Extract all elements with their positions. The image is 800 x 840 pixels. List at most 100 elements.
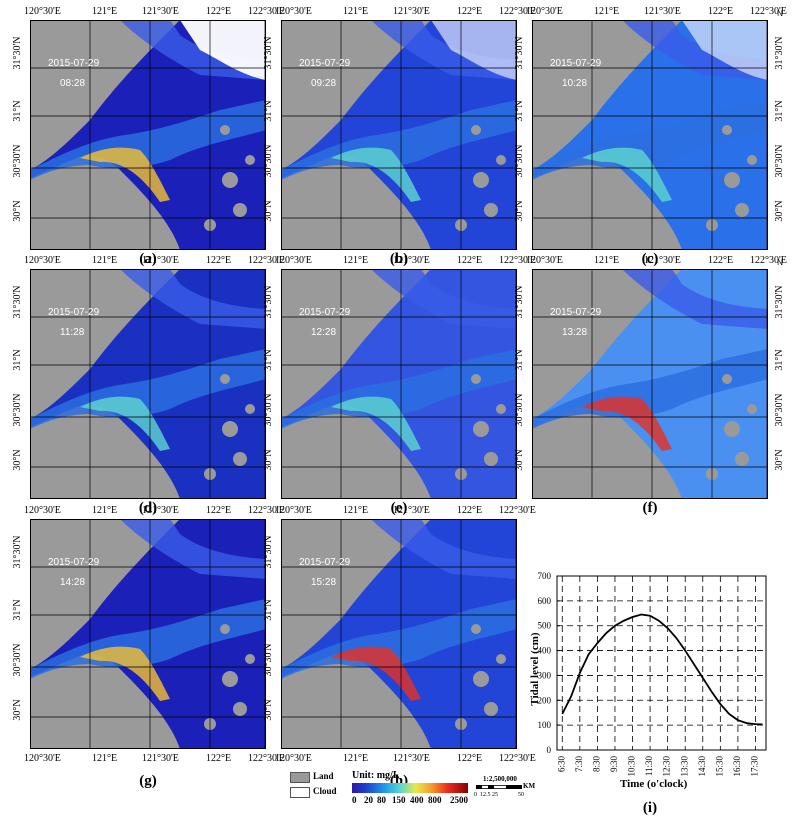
map-panel: 2015-07-29 13:28	[532, 269, 768, 499]
y-tick-label: 700	[538, 571, 552, 581]
panel-time: 08:28	[60, 78, 86, 89]
lon-label: 122°30'E	[750, 255, 787, 266]
panel-time: 15:28	[311, 577, 337, 588]
scale-unit: KM	[523, 782, 536, 790]
lon-label: 122°30'E	[248, 255, 285, 266]
y-tick-label: 300	[538, 670, 552, 680]
x-tick-label: 10:30	[627, 756, 637, 777]
colorbar-title: Unit: mg/L	[352, 770, 400, 781]
lon-label-bottom: 121°E	[92, 753, 118, 764]
x-tick-label: 9:30	[609, 756, 619, 773]
panel-date: 2015-07-29	[48, 307, 100, 318]
scale-bar	[476, 785, 522, 789]
y-tick-label: 400	[538, 646, 552, 656]
lon-label-bottom: 122°30'E	[499, 753, 536, 764]
lon-label: 122°30'E	[499, 505, 536, 516]
lon-label: 121°30'E	[393, 6, 430, 17]
panel-date: 2015-07-29	[550, 58, 602, 69]
colorbar	[352, 783, 468, 793]
map-image	[532, 20, 768, 250]
panel-time: 10:28	[562, 78, 588, 89]
y-tick-label: 100	[538, 720, 552, 730]
panel-label: (e)	[390, 500, 408, 516]
lon-label-bottom: 122°30'E	[248, 753, 285, 764]
y-tick-label: 0	[547, 745, 552, 755]
x-tick-label: 11:30	[644, 756, 654, 777]
map-panel: 2015-07-29 08:28	[30, 20, 266, 250]
panel-label: (b)	[389, 251, 409, 267]
panel-time: 11:28	[60, 327, 85, 338]
tide-xlabel: Time (o'clock)	[620, 778, 688, 790]
panel-label: (a)	[139, 251, 157, 267]
x-tick-label: 17:30	[750, 756, 760, 777]
map-image	[281, 269, 517, 499]
y-tick-label: 500	[538, 621, 552, 631]
lon-label: 122°E	[457, 6, 483, 17]
map-panel: 2015-07-29 10:28	[532, 20, 768, 250]
scale-ratio: 1:2,500,000	[483, 775, 517, 783]
lon-label: 121°30'E	[393, 255, 430, 266]
tide-line	[561, 613, 763, 726]
x-tick-label: 16:30	[732, 756, 742, 777]
scale-tick: 25	[492, 792, 498, 798]
lon-label: 121°E	[92, 6, 118, 17]
panel-label: (c)	[641, 251, 659, 267]
lon-label: 121°30'E	[142, 255, 179, 266]
map-image	[281, 20, 517, 250]
x-tick-label: 13:30	[679, 756, 689, 777]
lon-label: 122°30'E	[499, 6, 536, 17]
lon-label: 122°E	[206, 6, 232, 17]
lon-label: 122°E	[708, 6, 734, 17]
lon-label: 121°30'E	[142, 6, 179, 17]
map-panel: 2015-07-29 09:28	[281, 20, 517, 250]
lon-label: 120°30'E	[275, 255, 312, 266]
panel-time: 09:28	[311, 78, 337, 89]
x-tick-label: 12:30	[662, 756, 672, 777]
lon-label: 122°30'E	[248, 505, 285, 516]
scale-tick: 12.5	[480, 792, 491, 798]
panel-time: 12:28	[311, 327, 337, 338]
scale-tick: 50	[518, 792, 524, 798]
panel-date: 2015-07-29	[299, 557, 351, 568]
lon-label: 121°E	[594, 255, 620, 266]
cloud-swatch	[290, 787, 310, 798]
panel-date: 2015-07-29	[299, 58, 351, 69]
panel-date: 2015-07-29	[299, 307, 351, 318]
lon-label: 120°30'E	[24, 6, 61, 17]
lon-label-bottom: 121°30'E	[142, 753, 179, 764]
lon-label: 120°30'E	[24, 255, 61, 266]
lon-label: 122°E	[206, 255, 232, 266]
panel-label-i: (i)	[642, 800, 658, 816]
land-swatch	[290, 772, 310, 783]
lon-label-bottom: 120°30'E	[275, 753, 312, 764]
lon-label: 121°E	[92, 505, 118, 516]
lon-label: 121°E	[343, 505, 369, 516]
lon-label: 122°E	[206, 505, 232, 516]
lon-label: 120°30'E	[275, 6, 312, 17]
map-panel: 2015-07-29 12:28	[281, 269, 517, 499]
lon-label: 122°E	[457, 505, 483, 516]
lon-label: 121°30'E	[142, 505, 179, 516]
map-image	[281, 519, 517, 749]
lon-label-bottom: 122°E	[457, 753, 483, 764]
lon-label: 120°30'E	[24, 505, 61, 516]
map-image	[30, 20, 266, 250]
map-panel: 2015-07-29 11:28	[30, 269, 266, 499]
lon-label: 120°30'E	[275, 505, 312, 516]
lon-label: 122°E	[457, 255, 483, 266]
lon-label: 122°30'E	[248, 6, 285, 17]
colorbar-tick: 0	[352, 795, 357, 805]
colorbar-tick: 20	[364, 795, 373, 805]
panel-label: (g)	[139, 773, 157, 789]
colorbar-tick: 2500	[450, 795, 468, 805]
lon-label: 122°30'E	[499, 255, 536, 266]
lon-label: 120°30'E	[526, 255, 563, 266]
panel-time: 14:28	[60, 577, 86, 588]
lon-label: 122°E	[708, 255, 734, 266]
x-tick-label: 7:30	[574, 756, 584, 773]
lon-label: 122°30'E	[750, 6, 787, 17]
panel-date: 2015-07-29	[550, 307, 602, 318]
y-tick-label: 200	[538, 695, 552, 705]
map-image	[532, 269, 768, 499]
land-label: Land	[313, 771, 334, 781]
